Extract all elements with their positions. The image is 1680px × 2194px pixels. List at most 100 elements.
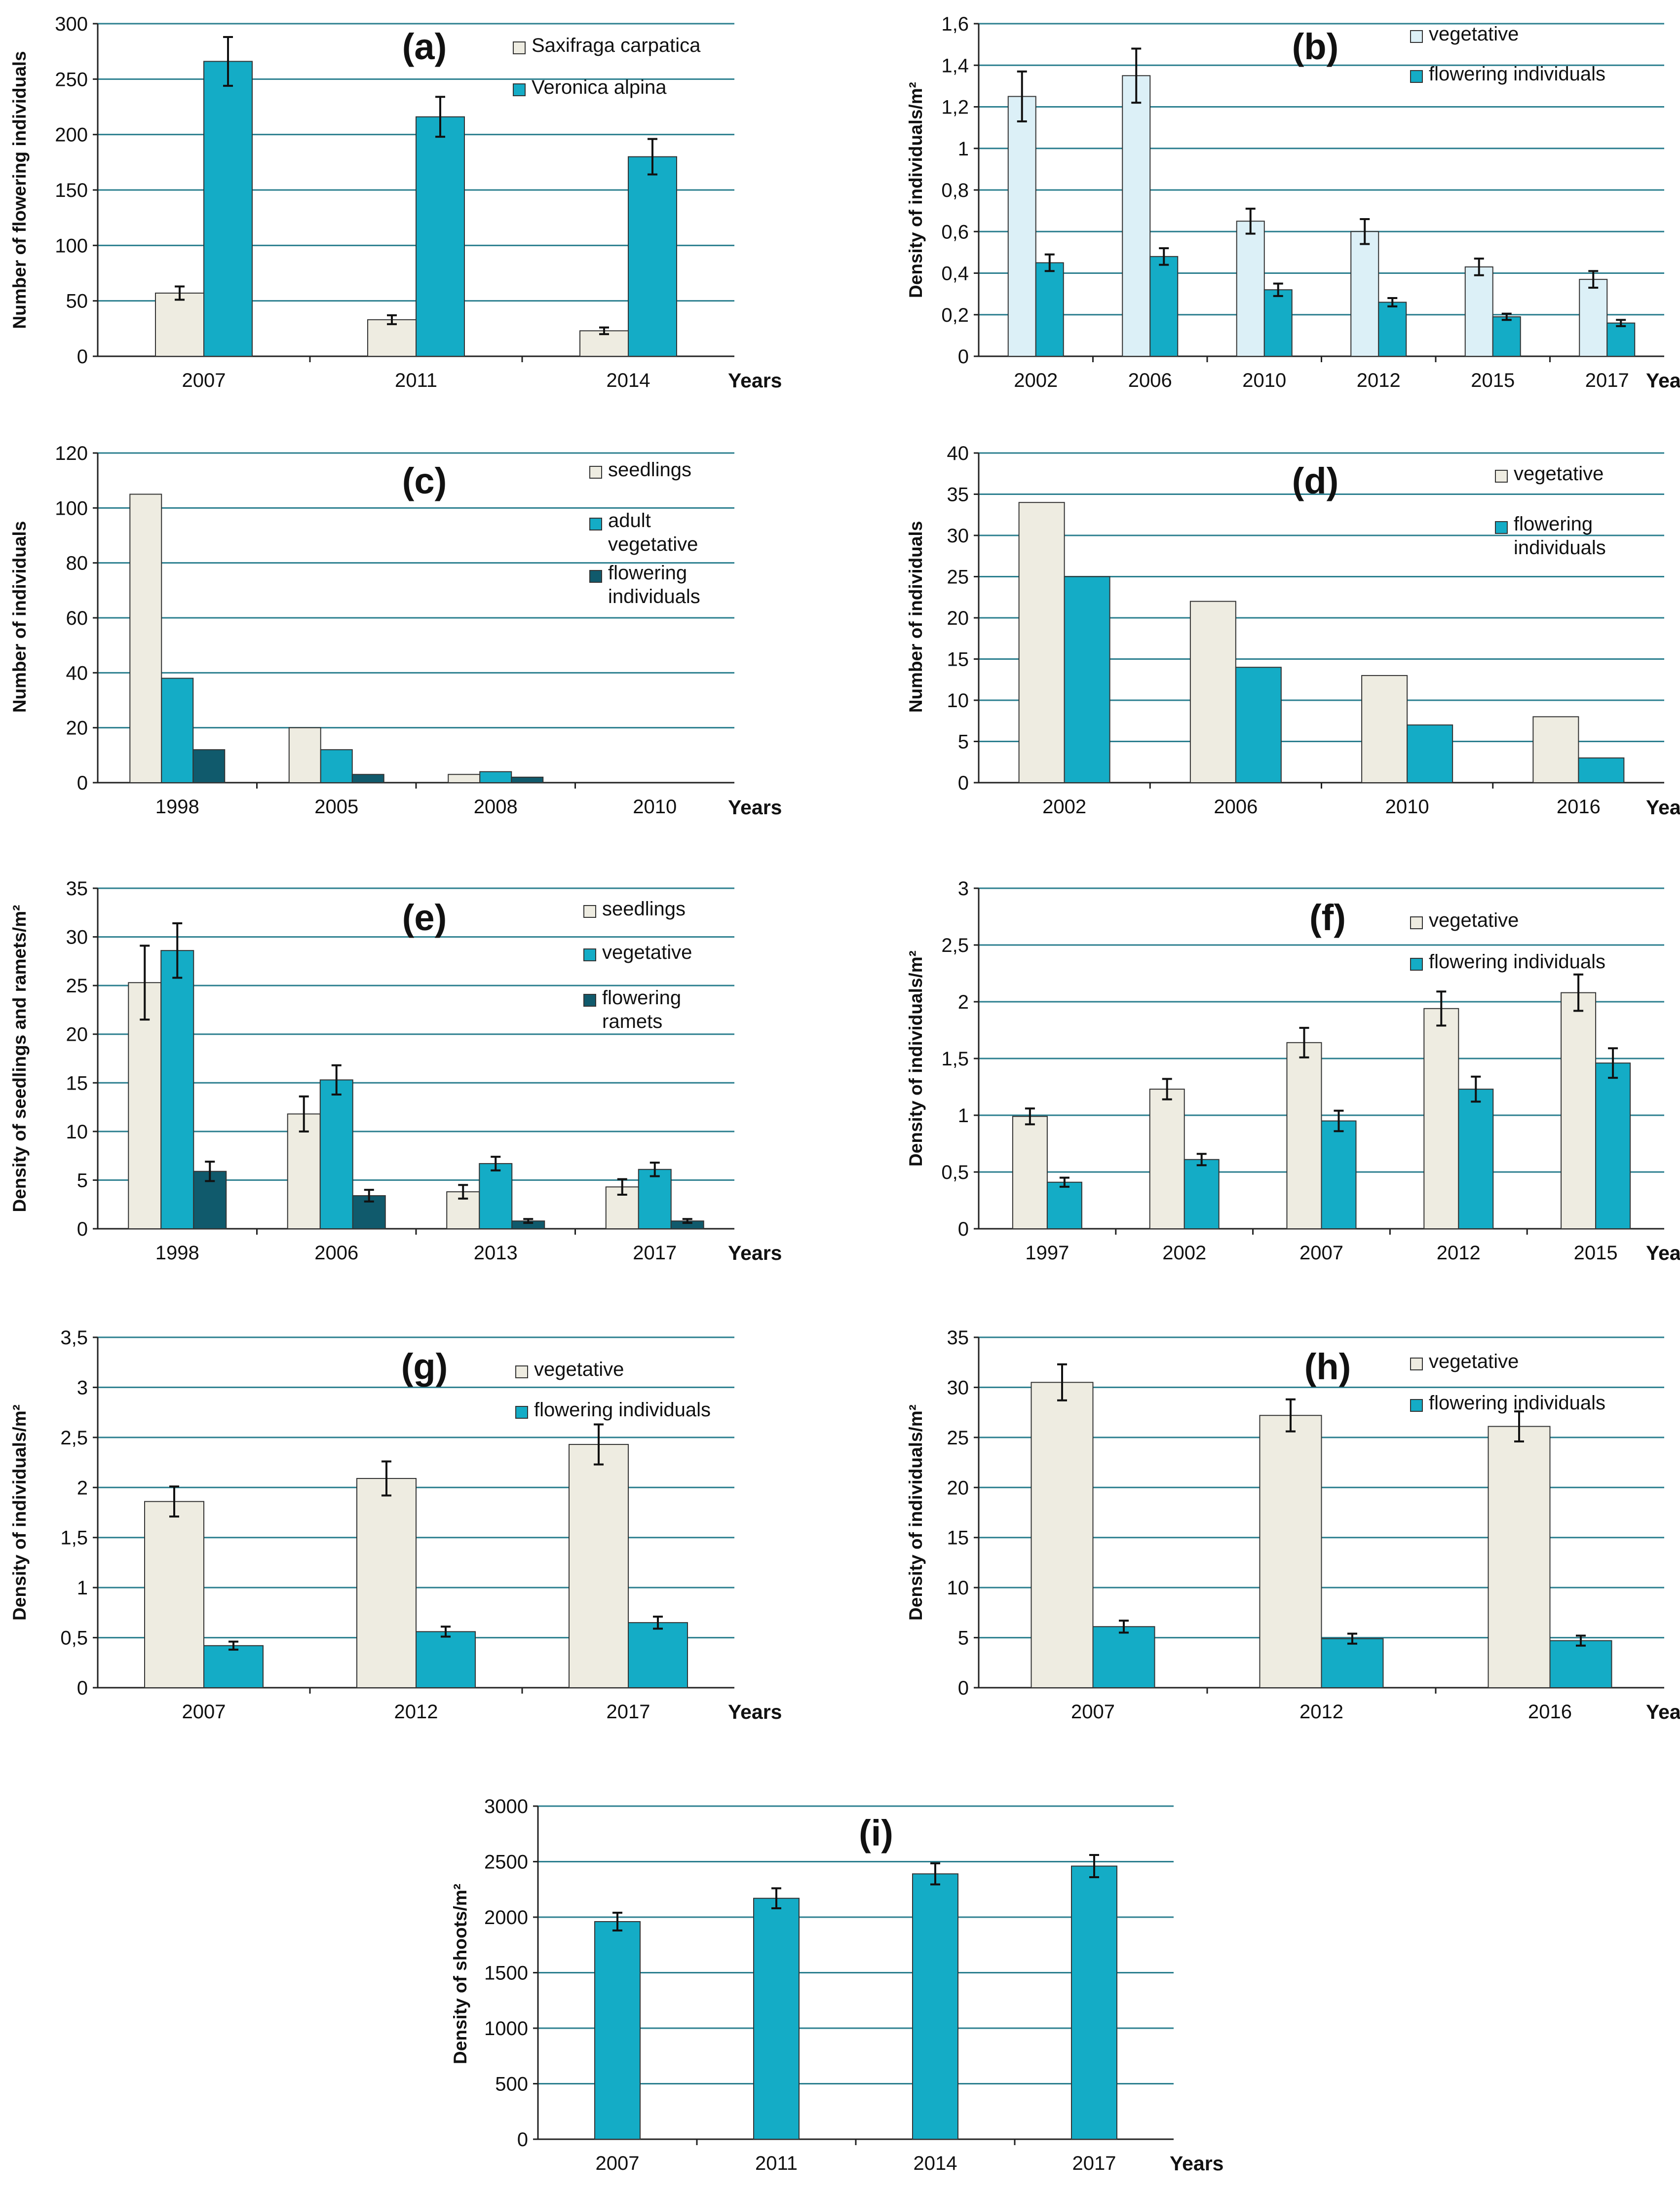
legend-entry: vegetative [534,1359,624,1380]
bar-flowering-individuals-2006 [1235,667,1282,783]
x-tick-label: 2010 [633,796,677,818]
x-tick-label: 2016 [1557,796,1601,818]
bar-vegetative-2015 [1464,266,1493,357]
x-axis-label: Years [728,369,782,392]
legend-entry: flowering individuals [608,562,700,607]
chart-panel-c: 0 20 40 60 80 100 120 1998 2005 2008 2010 (c) Number… [9,443,782,819]
y-tick-label: 60 [66,607,88,629]
y-tick-label: 0 [958,1677,969,1699]
x-tick-label: 2005 [314,796,358,818]
x-tick-label: 2007 [1071,1701,1115,1723]
x-axis-label: Years [1646,796,1680,819]
y-tick-label: 1,4 [941,55,969,76]
y-tick-label: 1,5 [941,1048,969,1070]
panel-label: (d) [1292,460,1339,501]
y-tick-label: 0 [958,772,969,794]
y-tick-label: 35 [66,878,88,900]
bar-flowering-individuals-2010 [1407,724,1453,783]
legend-swatch [515,1406,528,1419]
bar-flowering-individuals-2015 [1492,316,1521,357]
x-axis-label: Years [1646,1242,1680,1264]
x-tick-label: 1998 [155,1242,199,1264]
y-axis-label: Density of shoots/m² [450,1884,470,2064]
y-tick-label: 150 [55,180,88,201]
legend-entry: Saxifraga carpatica [532,35,701,56]
y-tick-label: 2,5 [941,935,969,956]
x-tick-label: 2011 [755,2153,798,2174]
legend-swatch [1410,958,1423,971]
panel-label: (a) [402,26,447,67]
bar-flowering-individuals-2002 [1184,1159,1220,1229]
chart-panel-b: 0 0,2 0,4 0,6 0,8 1 1,2 1,4 1,6 2002 2006 2010 2012 2… [906,13,1680,392]
y-tick-label: 1,6 [941,13,969,35]
y-tick-label: 500 [495,2074,528,2095]
bar-flowering-individuals-2012 [1321,1638,1384,1689]
x-tick-label: 2011 [395,370,437,391]
x-tick-label: 2017 [607,1701,650,1723]
y-tick-label: 0 [958,1218,969,1240]
y-tick-label: 15 [947,1527,969,1549]
bar-flowering-individuals-2016 [1549,1640,1612,1689]
x-tick-label: 1997 [1025,1242,1069,1264]
bar-vegetative-2017 [569,1444,629,1688]
y-tick-label: 15 [66,1072,88,1094]
bar-vegetative-2002 [1149,1089,1185,1230]
bar-seedlings-2005 [288,727,321,783]
y-tick-label: 30 [947,1377,969,1399]
y-tick-label: 3000 [484,1796,528,1817]
legend-entry: flowering individuals [1429,951,1605,973]
legend-swatch [1410,1358,1423,1370]
bar-flowering-individuals-2012 [1458,1089,1494,1230]
y-tick-label: 2 [77,1477,88,1499]
y-tick-label: 20 [66,718,88,739]
panel-label: (i) [859,1813,893,1854]
legend-entry: adult vegetative [608,510,698,555]
legend-entry: seedlings [602,898,686,920]
bar-veronica-alpina-2011 [416,116,465,357]
legend-swatch [589,466,602,479]
y-tick-label: 0 [77,346,88,368]
y-tick-label: 40 [947,443,969,464]
y-tick-label: 50 [66,291,88,312]
y-tick-label: 200 [55,124,88,146]
y-axis-label: Density of individuals/m² [906,950,926,1167]
bar-vegetative-2006 [1122,75,1151,357]
x-tick-label: 2007 [596,2153,640,2174]
legend-entry: flowering individuals [1429,63,1605,85]
y-tick-label: 2,5 [60,1427,88,1449]
legend-swatch [1410,70,1423,83]
bar-adult-vegetative-2008 [479,771,512,783]
legend-swatch [1410,1399,1423,1412]
bar-flowering-individuals-2017 [628,1622,688,1688]
y-tick-label: 0,4 [941,263,969,285]
bar-seedlings-1998 [129,493,162,783]
y-tick-label: 35 [947,1327,969,1349]
bar-flowering-individuals-2007 [1092,1626,1155,1688]
y-tick-label: 20 [66,1024,88,1046]
bar-flowering-individuals-2002 [1035,262,1064,357]
y-axis-label: Number of individuals [9,521,30,713]
y-tick-label: 2 [958,991,969,1013]
y-tick-label: 0 [517,2129,528,2151]
x-axis-label: Years [728,796,782,819]
legend-swatch [1495,521,1508,534]
x-tick-label: 2007 [1299,1242,1343,1264]
legend-entry: vegetative [1514,463,1604,485]
y-tick-label: 25 [66,975,88,997]
legend-entry: vegetative [1429,23,1519,45]
bar-flowering-individuals-2016 [1578,757,1625,784]
y-tick-label: 1 [958,138,969,160]
panel-label: (b) [1292,26,1339,67]
x-tick-label: 2017 [1072,2153,1116,2174]
bar-flowering-individuals-2017 [1606,322,1636,357]
y-tick-label: 35 [947,484,969,506]
x-tick-label: 2007 [182,370,226,391]
legend-swatch [513,83,526,96]
y-tick-label: 3 [958,878,969,900]
bar-shoots-2014 [912,1873,958,2140]
bar-seedlings-2006 [287,1113,321,1229]
y-tick-label: 1,2 [941,97,969,118]
bar-vegetative-2012 [1259,1415,1322,1688]
chart-panel-i: 0 500 1000 1500 2000 2500 3000 2007 2011 2014 2017… [450,1796,1223,2175]
